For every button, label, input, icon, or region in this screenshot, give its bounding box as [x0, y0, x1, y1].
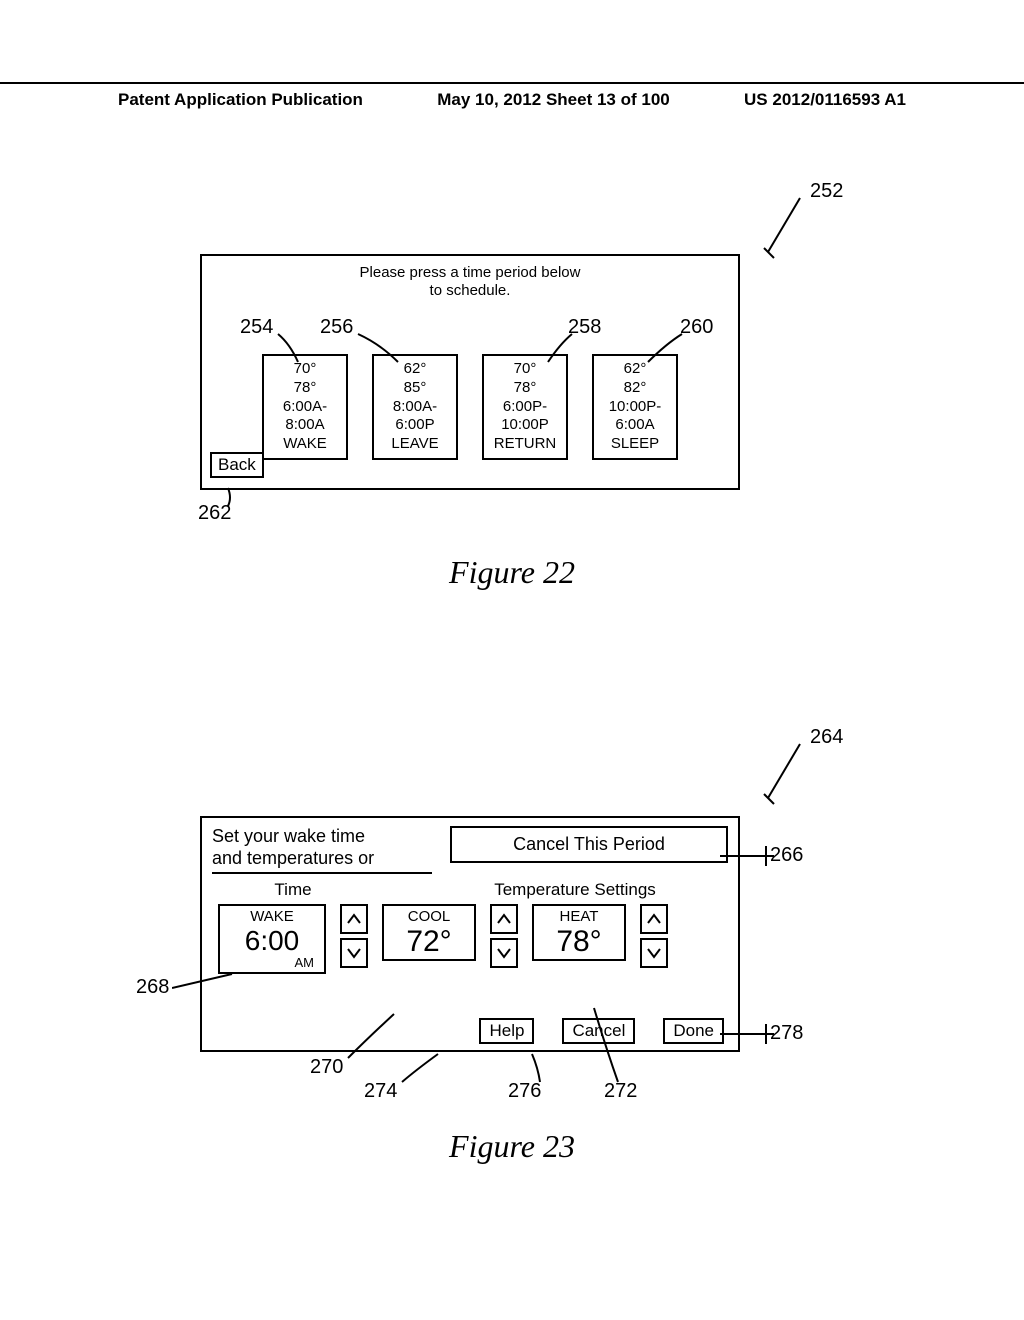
wake-time-box: WAKE 6:00 AM: [218, 904, 326, 974]
header-pub-number: US 2012/0116593 A1: [744, 90, 906, 110]
fig22-instruction: Please press a time period below to sche…: [202, 264, 738, 300]
ref-266: 266: [770, 844, 803, 867]
ref-268: 268: [136, 976, 169, 999]
header-publication: Patent Application Publication: [118, 90, 363, 110]
cool-down-button[interactable]: [490, 938, 518, 968]
column-time-header: Time: [218, 880, 368, 900]
back-button[interactable]: Back: [210, 452, 264, 478]
column-temp-header: Temperature Settings: [428, 880, 722, 900]
fig23-caption: Figure 23: [0, 1128, 1024, 1165]
period-wake[interactable]: 70° 78° 6:00A- 8:00A WAKE: [262, 354, 348, 460]
ref-252: 252: [810, 180, 843, 203]
ref-254: 254: [240, 316, 273, 339]
period-return[interactable]: 70° 78° 6:00P- 10:00P RETURN: [482, 354, 568, 460]
help-button[interactable]: Help: [479, 1018, 534, 1044]
ref-256: 256: [320, 316, 353, 339]
ref-274: 274: [364, 1080, 397, 1103]
header-date-sheet: May 10, 2012 Sheet 13 of 100: [437, 90, 669, 110]
heat-down-button[interactable]: [640, 938, 668, 968]
fig23-instruction: Set your wake time and temperatures or: [212, 826, 432, 874]
patent-header: Patent Application Publication May 10, 2…: [0, 82, 1024, 110]
cool-up-button[interactable]: [490, 904, 518, 934]
ref-264: 264: [810, 726, 843, 749]
period-leave[interactable]: 62° 85° 8:00A- 6:00P LEAVE: [372, 354, 458, 460]
fig23-panel: Set your wake time and temperatures or C…: [200, 816, 740, 1052]
cancel-period-button[interactable]: Cancel This Period: [450, 826, 728, 863]
heat-temp-box: HEAT 78°: [532, 904, 626, 961]
fig22-panel: Please press a time period below to sche…: [200, 254, 740, 490]
done-button[interactable]: Done: [663, 1018, 724, 1044]
fig22-caption: Figure 22: [0, 554, 1024, 591]
heat-up-button[interactable]: [640, 904, 668, 934]
wake-down-button[interactable]: [340, 938, 368, 968]
period-sleep[interactable]: 62° 82° 10:00P- 6:00A SLEEP: [592, 354, 678, 460]
ref-270: 270: [310, 1056, 343, 1079]
period-row: 70° 78° 6:00A- 8:00A WAKE 62° 85° 8:00A-…: [202, 354, 738, 460]
wake-up-button[interactable]: [340, 904, 368, 934]
ref-278: 278: [770, 1022, 803, 1045]
cool-temp-box: COOL 72°: [382, 904, 476, 961]
